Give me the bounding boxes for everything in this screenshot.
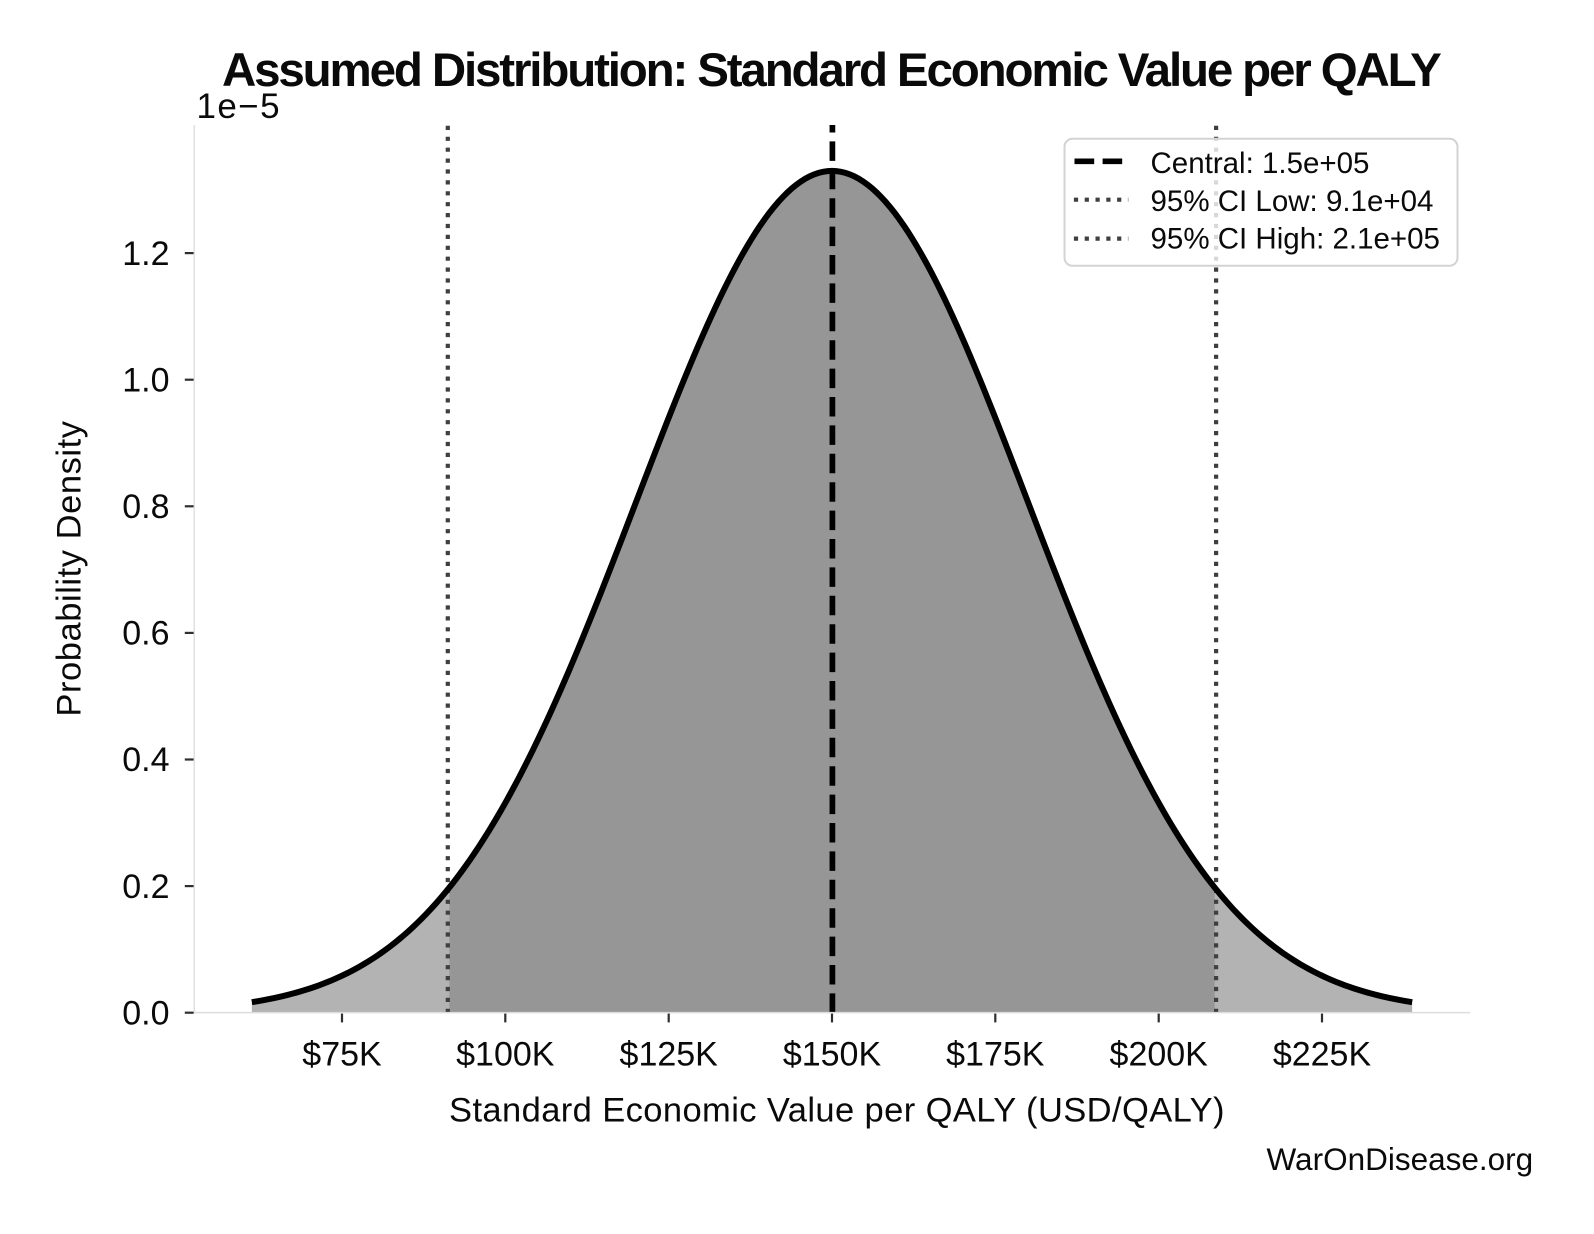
svg-text:$175K: $175K (946, 1035, 1045, 1073)
svg-text:Assumed Distribution: Standard: Assumed Distribution: Standard Economic … (222, 44, 1441, 97)
svg-text:0.4: 0.4 (122, 741, 169, 779)
svg-text:0.8: 0.8 (122, 488, 169, 526)
svg-text:$150K: $150K (783, 1035, 882, 1073)
svg-text:WarOnDisease.org: WarOnDisease.org (1267, 1141, 1534, 1177)
svg-text:Probability Density: Probability Density (51, 420, 89, 716)
svg-text:1e−5: 1e−5 (197, 87, 281, 126)
svg-text:95% CI Low: 9.1e+04: 95% CI Low: 9.1e+04 (1151, 185, 1434, 218)
svg-text:$100K: $100K (456, 1035, 555, 1073)
svg-text:$125K: $125K (620, 1035, 719, 1073)
svg-text:$200K: $200K (1110, 1035, 1209, 1073)
svg-text:0.6: 0.6 (122, 615, 169, 653)
svg-text:Central: 1.5e+05: Central: 1.5e+05 (1151, 147, 1370, 180)
svg-text:1.0: 1.0 (122, 361, 169, 399)
svg-text:0.0: 0.0 (122, 994, 169, 1032)
svg-text:1.2: 1.2 (122, 235, 169, 273)
svg-text:$225K: $225K (1273, 1035, 1372, 1073)
svg-text:0.2: 0.2 (122, 868, 169, 906)
svg-text:95% CI High: 2.1e+05: 95% CI High: 2.1e+05 (1151, 222, 1440, 255)
svg-text:Standard Economic Value per QA: Standard Economic Value per QALY (USD/QA… (449, 1091, 1225, 1129)
svg-text:$75K: $75K (302, 1035, 382, 1073)
